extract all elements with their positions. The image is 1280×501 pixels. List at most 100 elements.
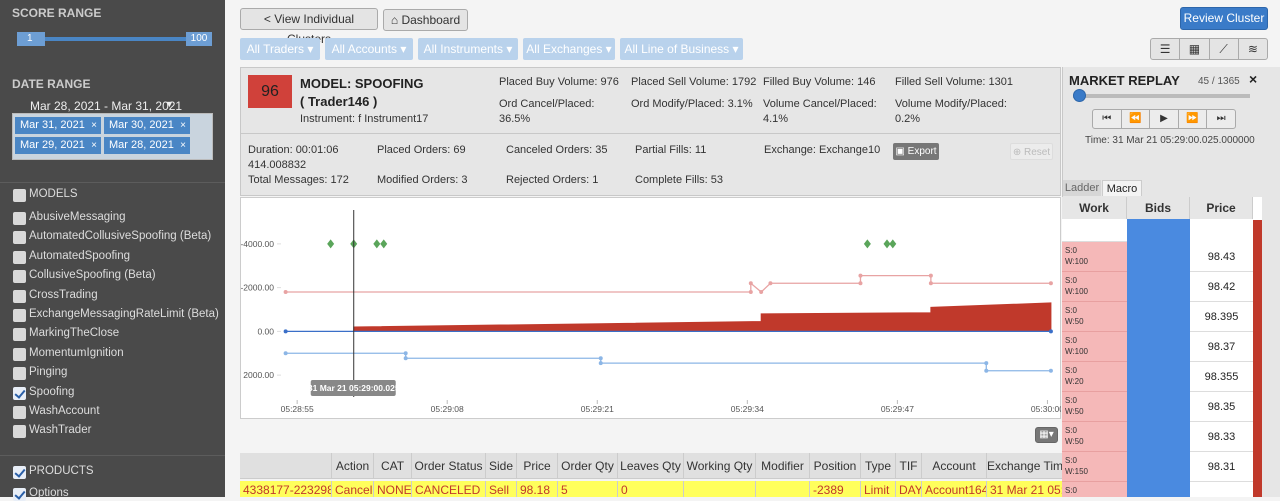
price-cell bbox=[1190, 482, 1253, 497]
export-button[interactable]: ▣ Export bbox=[893, 143, 939, 160]
tag-remove[interactable]: × bbox=[91, 120, 97, 131]
model-label[interactable]: CrossTrading bbox=[29, 288, 98, 301]
x-tick-label: 05:29:34 bbox=[731, 404, 764, 414]
checkbox[interactable] bbox=[13, 406, 26, 419]
table-cell bbox=[684, 481, 756, 497]
point bbox=[768, 281, 773, 286]
checkbox[interactable] bbox=[13, 289, 26, 303]
stat: Ord Cancel/Placed: 36.5% bbox=[499, 98, 595, 125]
first-button[interactable]: ⏮ bbox=[1093, 110, 1122, 128]
close-button[interactable]: × bbox=[1249, 71, 1258, 87]
model-label[interactable]: MomentumIgnition bbox=[29, 346, 124, 359]
model-label[interactable]: Spoofing bbox=[29, 385, 75, 398]
orders-table: Action CAT Order Status Side Price Order Qty L… bbox=[240, 453, 1062, 497]
point bbox=[1048, 281, 1053, 286]
checkbox[interactable] bbox=[13, 466, 26, 479]
slider-track[interactable] bbox=[17, 37, 210, 41]
play-button[interactable]: ▶ bbox=[1150, 110, 1179, 128]
model-label[interactable]: WashTrader bbox=[29, 424, 92, 437]
point bbox=[403, 356, 408, 361]
slider-max[interactable]: 100 bbox=[186, 32, 212, 46]
replay-handle[interactable] bbox=[1073, 89, 1086, 102]
stat: Volume Modify/Placed: 0.2% bbox=[895, 98, 1007, 125]
checkbox[interactable] bbox=[13, 328, 26, 342]
instrument: Instrument: f Instrument17 bbox=[300, 113, 429, 125]
model-label[interactable]: AbusiveMessaging bbox=[29, 211, 126, 223]
date-tag[interactable]: Mar 29, 2021 × bbox=[15, 137, 101, 154]
rewind-button[interactable]: ⏪ bbox=[1122, 110, 1151, 128]
cursor-label-box bbox=[310, 380, 396, 396]
count: Canceled Orders: 35 bbox=[506, 144, 608, 156]
last-button[interactable]: ⏭ bbox=[1216, 113, 1226, 124]
products-title[interactable]: PRODUCTS bbox=[29, 465, 94, 477]
model-label[interactable]: Pinging bbox=[29, 366, 68, 379]
models-title[interactable]: MODELS bbox=[29, 188, 78, 200]
count: Complete Fills: 53 bbox=[635, 174, 724, 186]
list-view[interactable]: ☰ bbox=[1151, 39, 1181, 59]
column-header: Leaves Qty bbox=[618, 453, 684, 479]
date-tag[interactable]: Mar 31, 2021 × bbox=[15, 117, 101, 134]
model-label[interactable]: ExchangeMessagingRateLimit (Beta) bbox=[29, 308, 219, 320]
grid-view[interactable]: ▦ bbox=[1180, 39, 1210, 59]
checkbox[interactable] bbox=[13, 270, 26, 284]
model-label[interactable]: CollusiveSpoofing (Beta) bbox=[29, 269, 156, 282]
back-button[interactable]: < View Individual Clusters bbox=[240, 8, 378, 46]
options-label[interactable]: Options bbox=[29, 487, 69, 499]
review-button[interactable]: Review Cluster bbox=[1180, 7, 1268, 30]
work-s: S:0 bbox=[1065, 486, 1078, 495]
x-tick-label: 05:29:08 bbox=[431, 404, 464, 414]
reset-button[interactable]: ⊕ Reset bbox=[1010, 143, 1053, 160]
slider-min[interactable]: 1 bbox=[17, 32, 45, 46]
tag-remove[interactable]: × bbox=[91, 140, 97, 151]
column-header: Order Qty bbox=[558, 453, 618, 479]
filter-dropdown[interactable]: All Accounts ▾ bbox=[325, 38, 413, 60]
model-label[interactable]: WashAccount bbox=[29, 405, 100, 417]
model-label[interactable]: AutomatedCollusiveSpoofing (Beta) bbox=[29, 230, 212, 243]
table-cell: DAY bbox=[896, 481, 922, 497]
y-tick-label: -2000.00 bbox=[241, 283, 274, 293]
column-header bbox=[240, 453, 332, 479]
filter-dropdown[interactable]: All Exchanges ▾ bbox=[523, 38, 615, 60]
export-icon: ▣ bbox=[895, 146, 908, 157]
macro-tab[interactable]: Macro bbox=[1102, 180, 1142, 196]
ladder-tab[interactable]: Ladder bbox=[1063, 180, 1101, 196]
column-header: Price bbox=[517, 453, 558, 479]
date-tag[interactable]: Mar 28, 2021 × bbox=[104, 137, 190, 154]
replay-track[interactable] bbox=[1073, 94, 1250, 98]
work-s: S:0 bbox=[1065, 306, 1078, 315]
model-label[interactable]: AutomatedSpoofing bbox=[29, 249, 131, 262]
checkbox[interactable] bbox=[13, 386, 26, 400]
forward-button[interactable]: ⏩ bbox=[1179, 110, 1208, 128]
checkbox[interactable] bbox=[13, 212, 26, 225]
layer-view[interactable]: ≋ bbox=[1247, 42, 1258, 56]
divider bbox=[241, 133, 1060, 134]
chart-view[interactable]: ⟋ bbox=[1210, 39, 1239, 59]
checkbox[interactable] bbox=[13, 347, 26, 361]
checkbox[interactable] bbox=[13, 309, 26, 322]
model-label[interactable]: MarkingTheClose bbox=[29, 327, 120, 340]
columns-button[interactable]: ▦▾ bbox=[1035, 427, 1058, 443]
x-tick-label: 05:29:47 bbox=[881, 404, 914, 414]
date-tags: Mar 31, 2021 × Mar 30, 2021 × Mar 29, 2021 × M… bbox=[12, 113, 213, 160]
tag-remove[interactable]: × bbox=[180, 120, 186, 131]
checkbox[interactable] bbox=[13, 488, 26, 501]
checkbox[interactable] bbox=[13, 425, 26, 439]
date-range-value[interactable]: Mar 28, 2021 - Mar 31, 2021 bbox=[30, 99, 183, 113]
caret[interactable]: ▼ bbox=[165, 99, 174, 109]
dashboard-label: Dashboard bbox=[401, 13, 461, 27]
column-header: CAT bbox=[374, 453, 412, 479]
tag-remove[interactable]: × bbox=[180, 140, 186, 151]
checkbox[interactable] bbox=[13, 189, 26, 202]
filter-dropdown[interactable]: All Instruments ▾ bbox=[418, 38, 518, 60]
filter-dropdown[interactable]: All Traders ▾ bbox=[240, 38, 320, 60]
filter-dropdown[interactable]: All Line of Business ▾ bbox=[620, 38, 743, 60]
dashboard-button[interactable]: ⌂ Dashboard bbox=[383, 9, 468, 31]
checkbox[interactable] bbox=[13, 250, 26, 264]
checkbox[interactable] bbox=[13, 367, 26, 381]
point bbox=[598, 356, 603, 361]
checkbox[interactable] bbox=[13, 231, 26, 245]
point bbox=[858, 281, 863, 286]
caret: ▾ bbox=[503, 42, 513, 56]
ladder-row bbox=[1062, 219, 1127, 242]
date-tag[interactable]: Mar 30, 2021 × bbox=[104, 117, 190, 134]
